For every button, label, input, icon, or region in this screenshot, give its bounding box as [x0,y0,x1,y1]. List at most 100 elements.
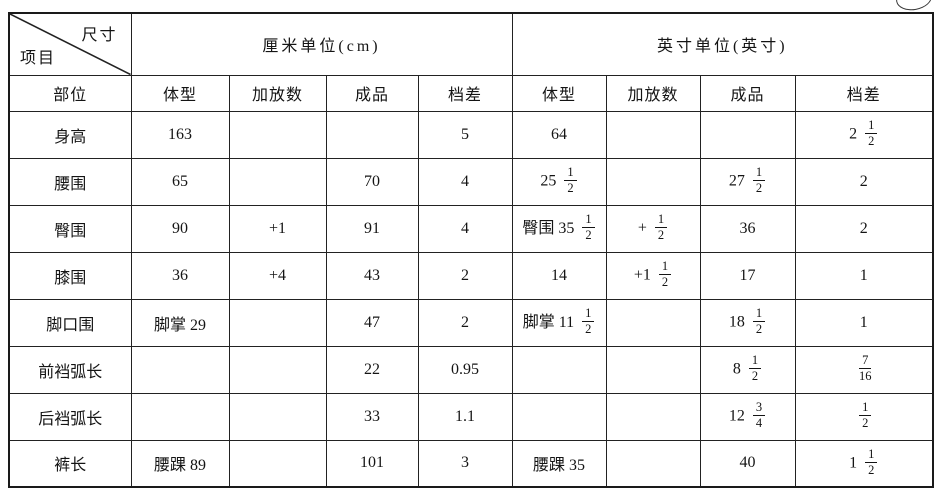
cell: 91 [325,204,419,253]
cell: 腰踝 89 [130,439,230,488]
cell [605,392,701,441]
table-row: 前裆弧长 22 0.95 8 1 2 7 16 [8,345,934,394]
cell: 2 [794,204,934,253]
column-header-5: 体型 [511,74,607,112]
table-body: 身高 163 5 64 2 1 2 腰围 65 70 4 25 1 2 27 1 2 2 臀围 90 +1 91 4 臀… [8,110,934,488]
cell: 22 [325,345,419,394]
cell [228,298,327,347]
cell: 40 [699,439,796,488]
column-header-3: 成品 [325,74,419,112]
sub-header-row: 部位 体型 加放数 成品 档差 体型 加放数 成品 档差 [8,74,934,112]
cell: +4 [228,251,327,300]
column-header-8: 档差 [794,74,934,112]
cell [228,110,327,159]
cell: 0.95 [417,345,513,394]
cell [699,110,796,159]
row-label: 脚口围 [8,298,132,347]
cell: 脚掌 29 [130,298,230,347]
cell [605,345,701,394]
cell: 47 [325,298,419,347]
cell [228,345,327,394]
group-header-cm: 厘米单位(cm) [130,12,513,76]
cell: 33 [325,392,419,441]
cell: 90 [130,204,230,253]
cell: 64 [511,110,607,159]
corner-cell: 尺寸 项目 [8,12,132,76]
cell: 17 [699,251,796,300]
cell: 5 [417,110,513,159]
cell: +1 [228,204,327,253]
partial-circle-mark [894,0,934,13]
cell [511,345,607,394]
cell: 2 [417,298,513,347]
cell: 36 [699,204,796,253]
cell: 1.1 [417,392,513,441]
diagonal-divider-line [10,14,131,75]
cell [605,110,701,159]
cell: 43 [325,251,419,300]
cell: 2 [794,157,934,206]
cell [605,298,701,347]
column-header-2: 加放数 [228,74,327,112]
cell: 14 [511,251,607,300]
table-row: 膝围 36 +4 43 2 14 +1 1 2 17 1 [8,251,934,300]
column-header-7: 成品 [699,74,796,112]
row-label: 臀围 [8,204,132,253]
cell: 7 16 [794,345,934,394]
row-label: 后裆弧长 [8,392,132,441]
cell: 36 [130,251,230,300]
cell [130,392,230,441]
row-label: 裤长 [8,439,132,488]
cell [130,345,230,394]
cell [605,439,701,488]
column-header-6: 加放数 [605,74,701,112]
corner-label-item: 项目 [20,49,57,67]
row-label: 膝围 [8,251,132,300]
cell [605,157,701,206]
row-label: 腰围 [8,157,132,206]
cell: 4 [417,204,513,253]
cell: 101 [325,439,419,488]
row-label: 前裆弧长 [8,345,132,394]
fraction: 7 16 [859,352,872,383]
column-header-0: 部位 [8,74,132,112]
cell: 2 [417,251,513,300]
column-header-1: 体型 [130,74,230,112]
cell: 1 [794,251,934,300]
cell [511,392,607,441]
cell [228,439,327,488]
corner-label-size: 尺寸 [81,27,118,44]
cell: 70 [325,157,419,206]
cell: 4 [417,157,513,206]
cell: 3 [417,439,513,488]
group-header-row: 尺寸 项目 厘米单位(cm) 英寸单位(英寸) [8,12,934,76]
group-header-inch: 英寸单位(英寸) [511,12,934,76]
cell: 65 [130,157,230,206]
column-header-4: 档差 [417,74,513,112]
